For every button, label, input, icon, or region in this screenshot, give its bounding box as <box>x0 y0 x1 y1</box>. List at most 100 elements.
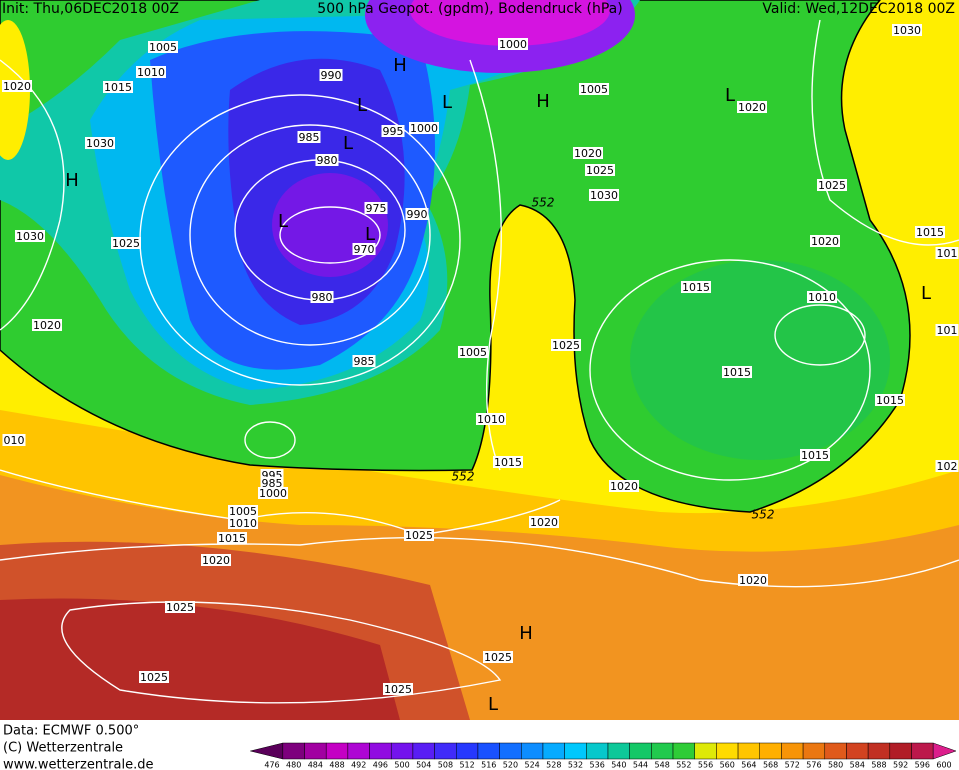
isobar-label: 1015 <box>104 81 132 94</box>
isobar-label: 1030 <box>16 230 44 243</box>
isobar-label: 101 <box>937 247 958 260</box>
isobar-label-bg <box>800 449 830 461</box>
isobar-label-bg <box>681 281 711 293</box>
colorbar-label: 528 <box>546 761 561 770</box>
colorbar-swatch <box>846 742 869 760</box>
isobar-label-bg <box>892 24 922 36</box>
isobar-label-bg <box>103 81 133 93</box>
isobar-label: 1025 <box>552 339 580 352</box>
colorbar-swatch <box>282 742 305 760</box>
isobar-label-bg <box>315 154 339 166</box>
colorbar-label: 588 <box>871 761 886 770</box>
isobar-label: 1020 <box>33 319 61 332</box>
isobar-label-bg <box>915 226 945 238</box>
colorbar-swatch <box>325 742 349 760</box>
colorbar-swatch <box>694 742 717 760</box>
isobar-label-bg <box>810 235 840 247</box>
pressure-center: H <box>519 623 533 644</box>
geopotential-label: 552 <box>752 508 775 522</box>
colorbar-swatch <box>911 742 934 760</box>
isobar-label-bg <box>722 366 752 378</box>
pressure-center: L <box>278 211 288 232</box>
colorbar: 476 480 484 488 492 496 500 504 508 512 516 520 524 5… <box>250 742 957 770</box>
field-darkred <box>0 598 400 720</box>
isobar-label: 990 <box>407 208 428 221</box>
isobar-label: 1025 <box>586 164 614 177</box>
colorbar-swatch <box>716 742 739 760</box>
colorbar-label: 508 <box>438 761 453 770</box>
isobar-label-bg <box>579 83 609 95</box>
colorbar-label: 476 <box>264 761 279 770</box>
colorbar-label: 564 <box>741 761 756 770</box>
colorbar-swatch <box>390 742 414 760</box>
isobar-label: 102 <box>937 460 958 473</box>
isobar-label: 1030 <box>590 189 618 202</box>
isobar-label: 985 <box>299 131 320 144</box>
colorbar-swatch <box>737 742 760 760</box>
website: www.wetterzentrale.de <box>3 758 153 770</box>
pressure-center: L <box>365 224 375 245</box>
colorbar-swatch <box>586 742 609 760</box>
isobar-label: 1000 <box>259 487 287 500</box>
isobar-label: 101 <box>937 324 958 337</box>
isobar-label: 1020 <box>610 480 638 493</box>
isobar-label: 1020 <box>530 516 558 529</box>
isobar-label-bg <box>228 505 258 517</box>
isobar-label-bg <box>935 247 959 259</box>
isobar-label: 985 <box>354 355 375 368</box>
colorbar-swatch <box>542 742 565 760</box>
isobar-label-bg <box>493 456 523 468</box>
colorbar-swatch <box>629 742 652 760</box>
isobar-label-bg <box>383 683 413 695</box>
isobar-label-bg <box>217 532 247 544</box>
colorbar-swatch <box>932 742 957 760</box>
copyright: (C) Wetterzentrale <box>3 741 123 756</box>
isobar-label: 1020 <box>202 554 230 567</box>
isobar-label-bg <box>260 477 284 489</box>
isobar-label: 010 <box>4 434 25 447</box>
colorbar-label: 600 <box>936 761 951 770</box>
field-magenta <box>410 0 610 46</box>
pressure-center: H <box>65 170 79 191</box>
colorbar-label: 512 <box>459 761 474 770</box>
isobar-label-bg <box>405 208 429 220</box>
isobar-label-bg <box>136 66 166 78</box>
isobar-label: 1030 <box>893 24 921 37</box>
colorbar-swatch <box>499 742 522 760</box>
colorbar-swatch <box>521 742 544 760</box>
colorbar-label: 556 <box>698 761 713 770</box>
colorbar-swatch <box>304 742 327 760</box>
geopotential-label: 552 <box>532 196 555 210</box>
colorbar-swatch <box>824 742 847 760</box>
colorbar-swatch <box>867 742 891 760</box>
colorbar-label: 484 <box>308 761 323 770</box>
colorbar-label: 532 <box>568 761 583 770</box>
pressure-center: L <box>488 694 498 715</box>
isobar-label: 1025 <box>405 529 433 542</box>
colorbar-swatch <box>477 742 500 760</box>
colorbar-label: 576 <box>806 761 821 770</box>
colorbar-label: 560 <box>720 761 735 770</box>
colorbar-swatch <box>250 742 284 760</box>
isobar-label-bg <box>409 122 439 134</box>
pressure-center: L <box>725 85 735 106</box>
isobar-label-bg <box>297 131 321 143</box>
colorbar-label: 584 <box>850 761 865 770</box>
isobar-label-bg <box>364 202 388 214</box>
pressure-center: L <box>357 95 367 116</box>
isobar-label: 1020 <box>739 574 767 587</box>
isobar-label-bg <box>228 517 258 529</box>
isobar-label-bg <box>875 394 905 406</box>
colorbar-label: 496 <box>373 761 388 770</box>
isobar-label-bg <box>935 324 959 336</box>
colorbar-label: 596 <box>915 761 930 770</box>
isobar-label: 975 <box>366 202 387 215</box>
isobar-label-bg <box>258 487 288 499</box>
isobar-label-bg <box>381 125 405 137</box>
valid-time: Valid: Wed,12DEC2018 00Z <box>762 1 955 17</box>
colorbar-label: 540 <box>611 761 626 770</box>
colorbar-label: 516 <box>481 761 496 770</box>
colorbar-swatch <box>672 742 695 760</box>
isobar-label: 970 <box>354 243 375 256</box>
